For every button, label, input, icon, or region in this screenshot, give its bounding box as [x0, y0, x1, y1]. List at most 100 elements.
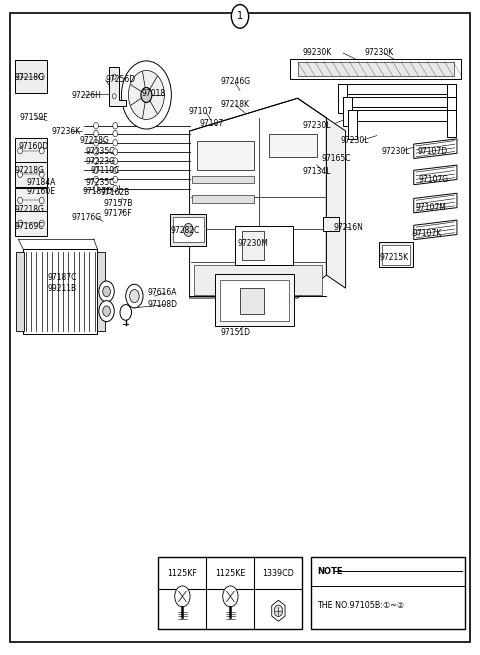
Text: 97246G: 97246G [221, 77, 251, 86]
Text: 97218K: 97218K [221, 100, 250, 109]
Text: 97235C: 97235C [85, 147, 115, 156]
Text: 1125KE: 1125KE [215, 569, 246, 578]
Circle shape [94, 130, 98, 137]
Text: 97169C: 97169C [14, 222, 44, 231]
Text: 97216N: 97216N [334, 223, 363, 233]
Text: 1125KF: 1125KF [168, 569, 197, 578]
Bar [298, 62, 454, 76]
Circle shape [103, 286, 110, 297]
Text: 99211B: 99211B [47, 284, 76, 293]
Bar [158, 557, 302, 629]
Circle shape [231, 5, 249, 28]
Bar [348, 110, 456, 121]
Text: 97110C: 97110C [90, 166, 120, 176]
Text: 97230L: 97230L [302, 121, 331, 130]
Bar [16, 252, 24, 331]
Text: 97187C: 97187C [47, 273, 76, 282]
Polygon shape [272, 600, 285, 621]
Circle shape [113, 130, 118, 137]
Bar [240, 288, 264, 314]
Circle shape [274, 605, 283, 616]
Text: 97184A: 97184A [26, 178, 56, 187]
Bar [192, 176, 254, 183]
Text: 97159F: 97159F [19, 113, 48, 122]
Bar [382, 245, 410, 265]
Text: 97107: 97107 [199, 119, 224, 128]
Circle shape [39, 147, 44, 154]
Text: 97230L: 97230L [382, 147, 410, 157]
Circle shape [112, 94, 116, 99]
Circle shape [113, 176, 118, 183]
Circle shape [223, 586, 238, 607]
Bar [269, 134, 317, 157]
Text: 97218G: 97218G [14, 166, 44, 175]
Text: 97160D: 97160D [18, 142, 48, 151]
Polygon shape [190, 98, 326, 298]
Bar [15, 211, 47, 236]
Text: 97134L: 97134L [302, 167, 331, 176]
Text: 97176G: 97176G [72, 213, 102, 222]
Text: 97160E: 97160E [26, 187, 55, 196]
Circle shape [130, 290, 139, 303]
Text: 97107G: 97107G [419, 175, 449, 184]
Circle shape [183, 223, 193, 236]
Polygon shape [109, 67, 126, 106]
Text: 97235C: 97235C [85, 178, 115, 187]
Circle shape [39, 73, 44, 80]
Circle shape [113, 167, 118, 174]
Text: 97218G: 97218G [14, 73, 44, 82]
Bar [15, 162, 47, 187]
Bar [15, 60, 47, 93]
Bar [338, 84, 347, 113]
Text: 97165C: 97165C [322, 154, 351, 163]
Circle shape [120, 305, 132, 320]
Bar [338, 84, 456, 94]
Text: 97176F: 97176F [103, 209, 132, 218]
Text: 97282C: 97282C [170, 226, 200, 235]
Circle shape [113, 158, 118, 164]
Text: 97162B: 97162B [101, 188, 130, 197]
Circle shape [103, 306, 110, 316]
Text: 97256D: 97256D [106, 75, 136, 84]
Bar [343, 97, 456, 107]
Bar [242, 231, 264, 260]
Circle shape [175, 586, 190, 607]
Bar [15, 188, 47, 213]
Text: 97107M: 97107M [416, 203, 446, 212]
Bar [197, 141, 254, 170]
Bar [447, 97, 456, 124]
Text: 97230K: 97230K [365, 48, 394, 57]
Circle shape [99, 301, 114, 322]
Circle shape [39, 171, 44, 178]
Bar [323, 217, 339, 231]
Circle shape [94, 185, 98, 192]
Text: 97218G: 97218G [79, 136, 109, 145]
Circle shape [39, 220, 44, 227]
Circle shape [99, 281, 114, 302]
Bar [170, 214, 206, 246]
Bar [235, 226, 293, 265]
Bar [15, 138, 47, 164]
Circle shape [121, 61, 171, 129]
Circle shape [94, 176, 98, 183]
Circle shape [113, 149, 118, 155]
Circle shape [18, 197, 23, 204]
Polygon shape [414, 220, 457, 240]
Bar [447, 110, 456, 137]
Circle shape [113, 185, 118, 192]
Text: THE NO.97105B:①~②: THE NO.97105B:①~② [317, 601, 404, 610]
Text: 1: 1 [237, 11, 243, 22]
Bar [379, 242, 413, 267]
Polygon shape [414, 165, 457, 185]
Circle shape [18, 171, 23, 178]
Circle shape [18, 220, 23, 227]
Text: 97230L: 97230L [341, 136, 369, 145]
Circle shape [141, 88, 152, 102]
Polygon shape [414, 193, 457, 213]
Circle shape [113, 122, 118, 129]
Text: 97230M: 97230M [238, 239, 268, 248]
Text: 97236K: 97236K [52, 126, 81, 136]
Bar [220, 280, 289, 321]
Text: 1339CD: 1339CD [263, 569, 294, 578]
Circle shape [113, 140, 118, 146]
